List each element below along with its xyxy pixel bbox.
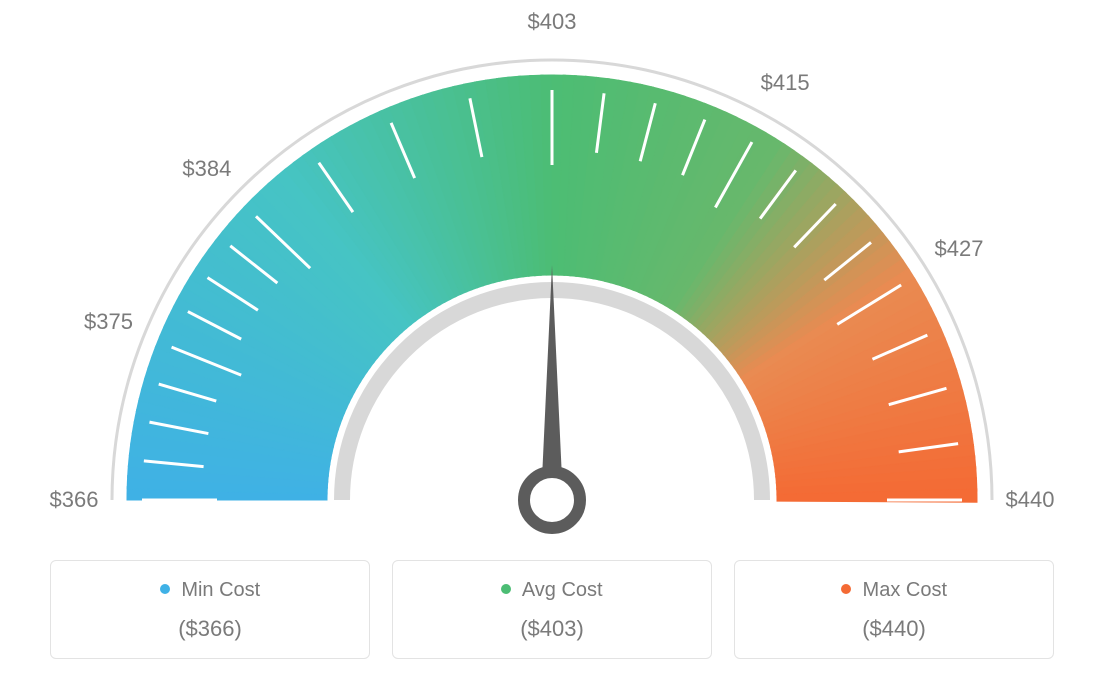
- legend-dot-avg: [501, 584, 511, 594]
- legend-label-max: Max Cost: [863, 579, 947, 601]
- legend-dot-min: [160, 584, 170, 594]
- gauge-scale-label: $403: [528, 9, 577, 35]
- legend-title-max: Max Cost: [745, 579, 1043, 602]
- gauge-scale-label: $375: [84, 309, 133, 335]
- gauge-scale-label: $415: [761, 70, 810, 96]
- legend-dot-max: [841, 584, 851, 594]
- legend-label-avg: Avg Cost: [522, 579, 603, 601]
- gauge-scale-label: $384: [182, 156, 231, 182]
- legend-title-min: Min Cost: [61, 579, 359, 602]
- legend-value-min: ($366): [61, 616, 359, 642]
- legend-card-max: Max Cost ($440): [734, 560, 1054, 659]
- legend-row: Min Cost ($366) Avg Cost ($403) Max Cost…: [0, 560, 1104, 659]
- legend-label-min: Min Cost: [181, 579, 260, 601]
- gauge-scale-label: $366: [50, 487, 99, 513]
- legend-title-avg: Avg Cost: [403, 579, 701, 602]
- gauge-svg: [0, 0, 1104, 560]
- gauge-scale-label: $440: [1006, 487, 1055, 513]
- legend-card-min: Min Cost ($366): [50, 560, 370, 659]
- legend-value-max: ($440): [745, 616, 1043, 642]
- cost-gauge-chart: $366 $375 $384 $403 $415 $427 $440: [0, 0, 1104, 560]
- gauge-scale-label: $427: [935, 236, 984, 262]
- legend-card-avg: Avg Cost ($403): [392, 560, 712, 659]
- legend-value-avg: ($403): [403, 616, 701, 642]
